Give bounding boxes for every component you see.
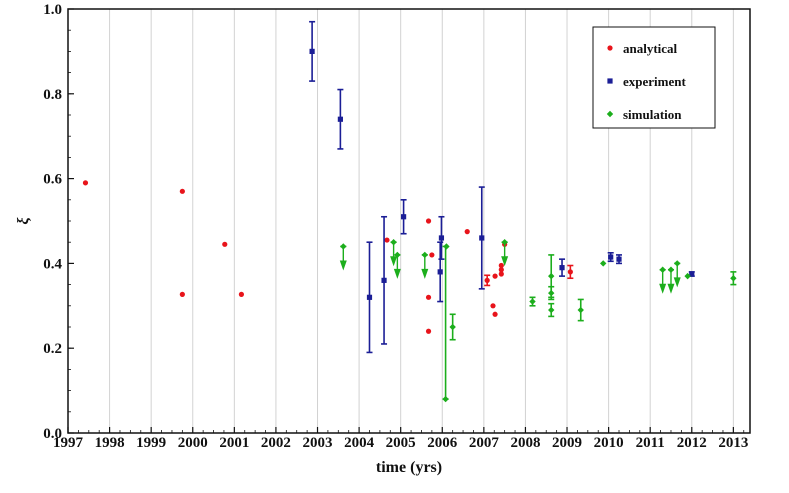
data-point — [600, 260, 607, 267]
y-tick-label: 1.0 — [43, 2, 62, 18]
data-point — [366, 294, 373, 300]
upper-limit-arrow — [667, 283, 675, 294]
x-tick-label: 2000 — [178, 435, 208, 451]
x-tick-label: 1998 — [95, 435, 125, 451]
data-point — [659, 266, 666, 273]
axis-ticks: 1997 1998 1999 2000 2001 2002 2003 2004 2005 2006… — [43, 2, 748, 451]
x-tick-label: 1999 — [136, 435, 166, 451]
x-tick-label: 2013 — [718, 435, 748, 451]
data-point — [425, 218, 432, 224]
x-axis-label: time (yrs) — [376, 459, 442, 476]
data-point — [309, 48, 315, 54]
data-point — [222, 241, 228, 247]
data-point — [484, 277, 490, 283]
legend-marker-experiment — [607, 78, 613, 84]
data-point — [179, 291, 185, 297]
data-point — [425, 328, 432, 334]
x-tick-label: 2008 — [510, 435, 540, 451]
x-tick-label: 2002 — [261, 435, 291, 451]
data-point — [421, 251, 429, 259]
data-point — [529, 298, 536, 305]
data-point — [548, 306, 555, 314]
data-point — [449, 323, 456, 331]
data-point — [437, 269, 443, 275]
upper-limit-arrow — [339, 260, 347, 271]
y-tick-label: 0.8 — [43, 87, 62, 103]
data-point — [498, 267, 504, 273]
upper-limit-arrow — [393, 268, 401, 279]
data-point — [501, 239, 508, 246]
y-axis-label: ξ — [15, 217, 32, 225]
y-tick-label: 0.6 — [43, 172, 62, 188]
x-tick-label: 2003 — [303, 435, 333, 451]
data-point — [674, 260, 681, 267]
data-point — [429, 252, 435, 258]
legend-marker-simulation — [606, 110, 614, 118]
data-point — [498, 262, 504, 269]
upper-limit-arrow — [421, 268, 429, 279]
legend-box — [592, 26, 716, 129]
data-point — [689, 271, 695, 277]
series-experiment — [309, 20, 695, 354]
data-point — [394, 251, 401, 259]
x-tick-label: 2004 — [344, 435, 375, 451]
data-point — [498, 271, 504, 277]
data-point — [390, 239, 397, 246]
legend: analytical experiment simulation — [592, 26, 716, 129]
data-point — [492, 273, 498, 279]
data-point — [559, 265, 565, 271]
series-analytical — [82, 180, 574, 334]
data-point — [567, 269, 573, 275]
x-tick-label: 2005 — [386, 435, 416, 451]
data-point — [684, 272, 691, 280]
data-points — [82, 20, 737, 403]
data-point — [238, 291, 245, 297]
y-tick-label: 0.0 — [43, 426, 62, 442]
data-point — [730, 275, 737, 282]
data-point — [667, 266, 675, 273]
data-point — [492, 311, 498, 317]
upper-limit-arrow — [501, 256, 509, 267]
data-point — [464, 229, 470, 235]
legend-label-analytical: analytical — [623, 41, 678, 56]
x-tick-label: 2012 — [677, 435, 707, 451]
x-tick-label: 2009 — [552, 435, 582, 451]
legend-label-experiment: experiment — [623, 74, 686, 89]
data-point — [548, 272, 555, 280]
data-point — [442, 395, 449, 403]
x-tick-label: 2010 — [594, 435, 624, 451]
series-simulation — [339, 239, 737, 403]
y-tick-label: 0.4 — [43, 256, 62, 272]
data-point — [340, 243, 347, 250]
upper-limit-arrow — [659, 283, 667, 294]
data-point — [608, 254, 614, 260]
legend-label-simulation: simulation — [623, 107, 682, 122]
x-tick-label: 2006 — [427, 435, 458, 451]
upper-limit-arrow — [673, 277, 681, 288]
x-tick-label: 2011 — [636, 435, 665, 451]
upper-limit-arrow — [390, 256, 398, 267]
data-point — [384, 237, 390, 243]
data-point — [425, 294, 432, 300]
x-tick-label: 2007 — [469, 435, 500, 451]
x-tick-label: 1997 — [53, 435, 84, 451]
data-point — [337, 116, 343, 122]
data-point — [400, 214, 407, 220]
data-point — [490, 303, 496, 309]
data-point — [616, 256, 622, 262]
grid-lines — [109, 9, 734, 433]
y-tick-label: 0.2 — [43, 341, 62, 357]
data-point — [179, 188, 185, 194]
data-point — [577, 306, 584, 314]
data-point — [479, 235, 485, 241]
data-point — [438, 235, 445, 241]
x-tick-label: 2001 — [219, 435, 249, 451]
data-point — [381, 277, 387, 283]
legend-marker-analytical — [607, 45, 613, 51]
data-point — [82, 180, 89, 186]
